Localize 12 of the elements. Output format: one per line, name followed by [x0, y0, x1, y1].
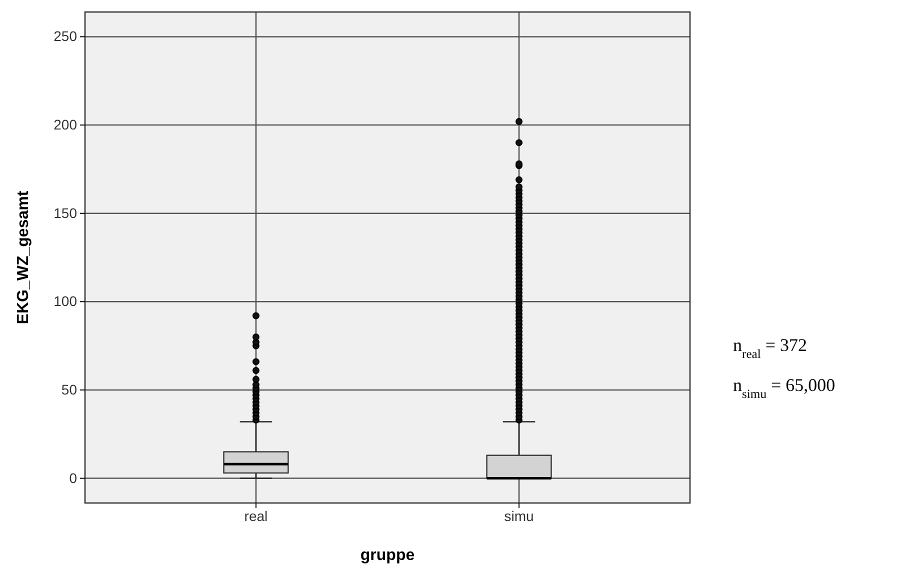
- y-axis-title: EKG_WZ_gesamt: [15, 190, 32, 324]
- text: n$_{real}$ = 372: [733, 335, 808, 361]
- y-tick-label: 100: [54, 293, 78, 310]
- x-axis-title: gruppe: [360, 547, 415, 564]
- y-tick-label: 200: [54, 116, 78, 133]
- y-tick-label: 0: [69, 470, 78, 486]
- y-tick-label: 150: [54, 204, 78, 221]
- text: n$_{simu}$ = 65,000: [733, 375, 836, 401]
- x-tick-label: real: [244, 508, 268, 524]
- y-tick-label: 250: [54, 28, 78, 44]
- x-tick-label: simu: [504, 508, 534, 524]
- y-tick-label: 50: [61, 381, 78, 398]
